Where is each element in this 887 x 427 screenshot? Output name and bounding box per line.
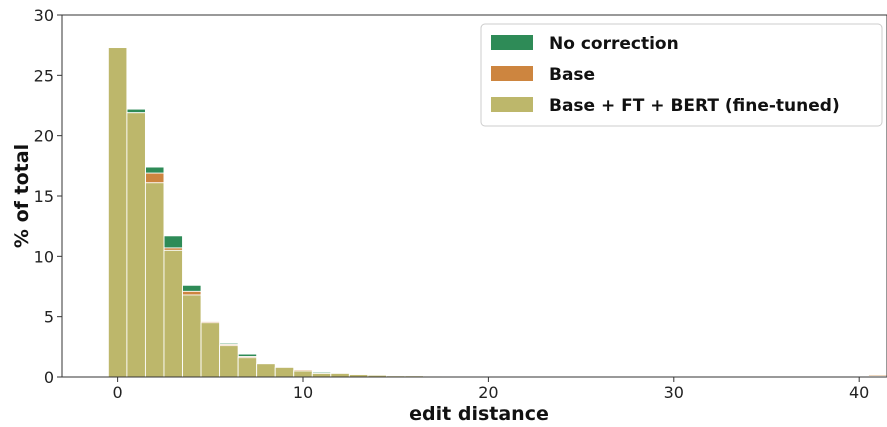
legend-label-2: Base + FT + BERT (fine-tuned) xyxy=(549,96,840,116)
y-ticks: 0 5 10 15 20 25 30 xyxy=(34,6,62,387)
bar-s2-x7 xyxy=(237,357,258,378)
x-tick-label-0: 0 xyxy=(113,383,123,402)
bar-s2-x11 xyxy=(311,372,332,378)
legend-label-1: Base xyxy=(549,65,595,85)
bars-layer xyxy=(107,47,887,378)
legend-swatch-1 xyxy=(491,66,533,81)
x-tick-label-20: 20 xyxy=(478,383,498,402)
y-tick-label-15: 15 xyxy=(34,187,54,206)
x-tick-label-40: 40 xyxy=(849,383,869,402)
y-tick-label-5: 5 xyxy=(44,308,54,327)
y-tick-label-20: 20 xyxy=(34,127,54,146)
bar-s2-x2 xyxy=(144,182,165,378)
y-tick-label-30: 30 xyxy=(34,6,54,25)
legend: No correction Base Base + FT + BERT (fine-… xyxy=(480,23,883,127)
bar-s2-x1 xyxy=(126,112,146,378)
legend-box xyxy=(480,23,883,127)
bar-s2-x5 xyxy=(200,322,221,378)
legend-swatch-0 xyxy=(491,35,533,50)
bar-s2-x6 xyxy=(219,345,239,378)
x-ticks: 0 10 20 30 40 xyxy=(113,377,869,402)
x-tick-label-10: 10 xyxy=(293,383,313,402)
x-tick-label-30: 30 xyxy=(664,383,684,402)
y-tick-label-0: 0 xyxy=(44,368,54,387)
bar-s2-x10 xyxy=(293,370,313,378)
y-axis-label: % of total xyxy=(11,144,33,248)
bar-s2-x0 xyxy=(107,47,128,378)
bar-s2-x4 xyxy=(182,294,202,378)
bar-s2-x3 xyxy=(163,249,183,378)
bar-s2-x12 xyxy=(330,372,350,378)
bar-s2-x8 xyxy=(256,363,276,378)
x-axis-label: edit distance xyxy=(409,403,549,425)
legend-label-0: No correction xyxy=(549,34,679,54)
y-tick-label-10: 10 xyxy=(34,247,54,266)
y-tick-label-25: 25 xyxy=(34,66,54,85)
legend-swatch-2 xyxy=(491,97,533,112)
bar-s2-x9 xyxy=(274,366,295,378)
